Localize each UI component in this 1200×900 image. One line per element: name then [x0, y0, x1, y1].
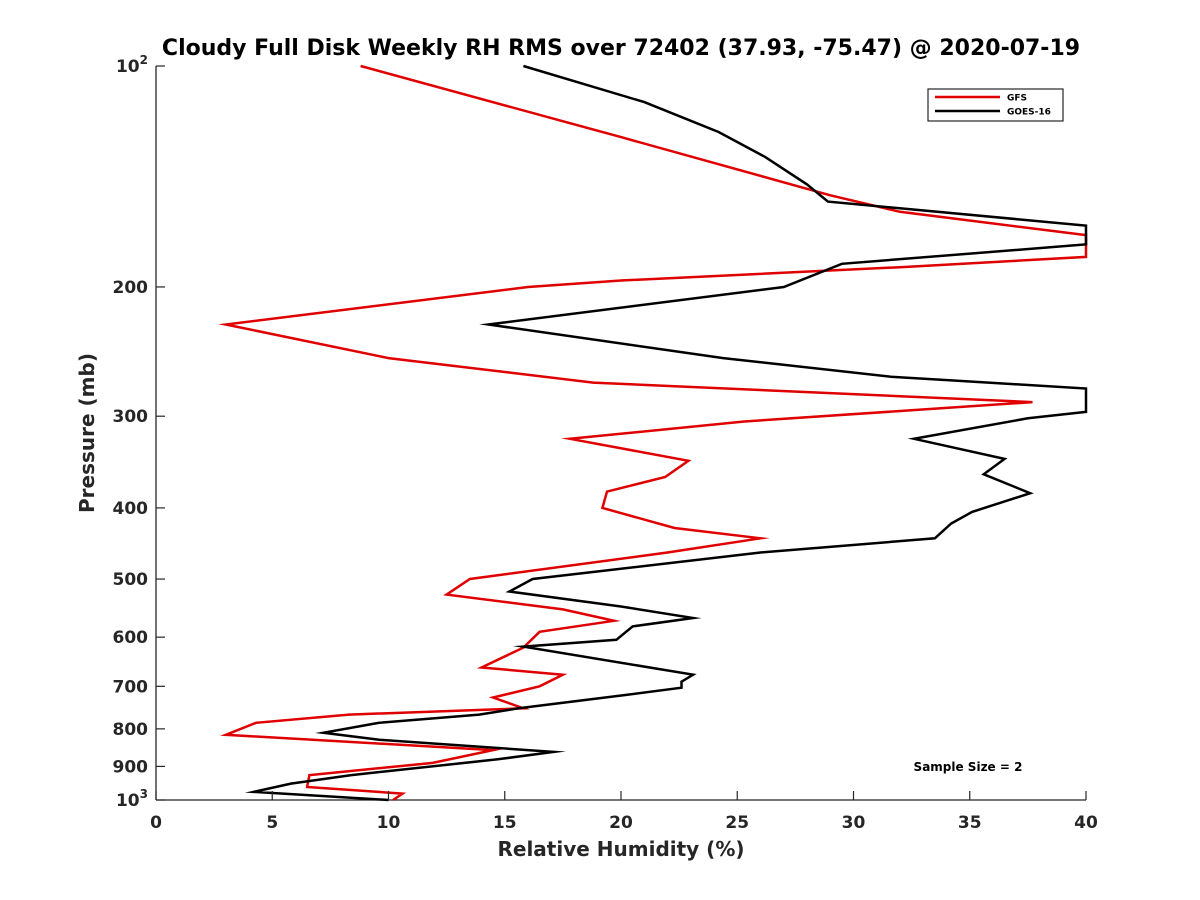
x-tick-label: 30 [842, 813, 866, 833]
y-tick-label: 102 [116, 53, 148, 77]
series-line-goes-16 [244, 64, 1088, 802]
x-tick-label: 5 [266, 813, 278, 833]
x-tick-label: 35 [958, 813, 982, 833]
x-axis-ticks: 0 5 10 15 20 25 30 35 40 [150, 791, 1098, 833]
y-tick-label: 600 [113, 628, 149, 648]
x-axis-label: Relative Humidity (%) [497, 837, 744, 861]
y-tick-label: 700 [113, 677, 149, 697]
legend: GFS GOES-16 [927, 88, 1064, 122]
series-layer [218, 64, 1088, 802]
y-axis-ticks: 102 200 300 400 500 600 700 800 900 103 [113, 53, 165, 811]
x-tick-label: 25 [725, 813, 749, 833]
legend-label-gfs: GFS [1007, 94, 1027, 104]
y-tick-label: 900 [113, 757, 149, 777]
series-line-gfs [218, 64, 1088, 802]
x-tick-label: 15 [493, 813, 517, 833]
legend-label-goes-16: GOES-16 [1007, 108, 1051, 118]
y-tick-label: 103 [116, 787, 148, 811]
y-tick-label: 200 [113, 278, 149, 298]
sample-size-annotation: Sample Size = 2 [914, 760, 1023, 774]
y-tick-label: 300 [113, 407, 149, 427]
legend-box [927, 88, 1064, 122]
chart-title: Cloudy Full Disk Weekly RH RMS over 7240… [162, 36, 1080, 61]
y-tick-label: 400 [113, 499, 149, 519]
y-tick-label: 500 [113, 570, 149, 590]
x-tick-label: 40 [1074, 813, 1098, 833]
y-axis-label: Pressure (mb) [75, 353, 99, 513]
x-tick-label: 10 [377, 813, 401, 833]
y-tick-label: 800 [113, 720, 149, 740]
x-tick-label: 20 [609, 813, 633, 833]
x-tick-label: 0 [150, 813, 162, 833]
